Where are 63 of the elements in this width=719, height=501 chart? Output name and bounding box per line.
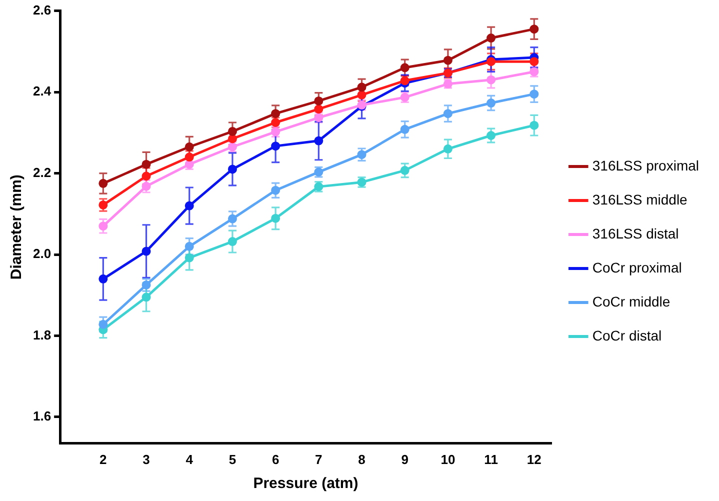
x-tick-label: 3 — [142, 452, 150, 467]
point — [314, 136, 324, 146]
point — [271, 142, 280, 151]
point — [314, 96, 324, 106]
y-tick-label: 2.4 — [32, 84, 52, 99]
x-tick-label: 5 — [228, 452, 236, 467]
y-axis-title: Diameter (mm) — [8, 174, 26, 280]
legend-label: CoCr middle — [592, 293, 670, 310]
point — [98, 320, 108, 329]
y-tick-label: 2.2 — [32, 164, 52, 180]
point — [271, 109, 280, 118]
point — [184, 201, 194, 210]
point — [184, 242, 194, 251]
legend-label: CoCr distal — [592, 327, 662, 344]
point — [184, 142, 194, 152]
point — [530, 120, 539, 130]
point — [443, 144, 452, 154]
point — [142, 160, 151, 169]
point — [400, 124, 410, 134]
legend-label: CoCr proximal — [592, 259, 682, 276]
x-axis-title: Pressure (atm) — [253, 475, 358, 492]
legend-label: 316LSS middle — [592, 191, 688, 208]
point — [530, 90, 539, 99]
x-tick-label: 11 — [484, 452, 498, 467]
point — [400, 166, 410, 175]
point — [486, 75, 496, 84]
point — [486, 34, 496, 43]
legend-label: 316LSS proximal — [592, 157, 700, 174]
point — [530, 57, 539, 66]
x-tick-label: 10 — [440, 452, 456, 467]
x-tick-label: 9 — [401, 452, 408, 467]
point — [98, 274, 108, 284]
point — [184, 253, 194, 262]
x-tick-label: 4 — [186, 452, 194, 467]
x-tick-label: 12 — [526, 452, 542, 467]
x-tick-label: 2 — [100, 452, 107, 467]
point — [400, 63, 410, 72]
point — [142, 172, 151, 181]
point — [271, 214, 280, 223]
point — [530, 24, 539, 34]
y-tick-label: 1.6 — [32, 408, 52, 424]
point — [271, 186, 280, 195]
point — [443, 56, 452, 65]
point — [486, 131, 496, 140]
point — [228, 164, 237, 174]
point — [443, 109, 452, 118]
point — [228, 214, 237, 224]
point — [228, 237, 237, 246]
point — [142, 246, 151, 256]
x-tick-label: 8 — [358, 452, 366, 467]
point — [486, 98, 496, 108]
point — [314, 102, 324, 116]
y-tick-label: 1.8 — [32, 327, 52, 342]
point — [98, 178, 108, 188]
point — [228, 126, 237, 136]
x-tick-label: 7 — [315, 452, 322, 467]
y-tick-label: 2.6 — [32, 2, 52, 18]
legend-label: 316LSS distal — [592, 225, 679, 242]
x-tick-label: 6 — [272, 452, 280, 467]
y-tick-label: 2.0 — [32, 246, 52, 262]
point — [142, 292, 151, 302]
point — [98, 222, 108, 231]
point — [357, 82, 366, 92]
